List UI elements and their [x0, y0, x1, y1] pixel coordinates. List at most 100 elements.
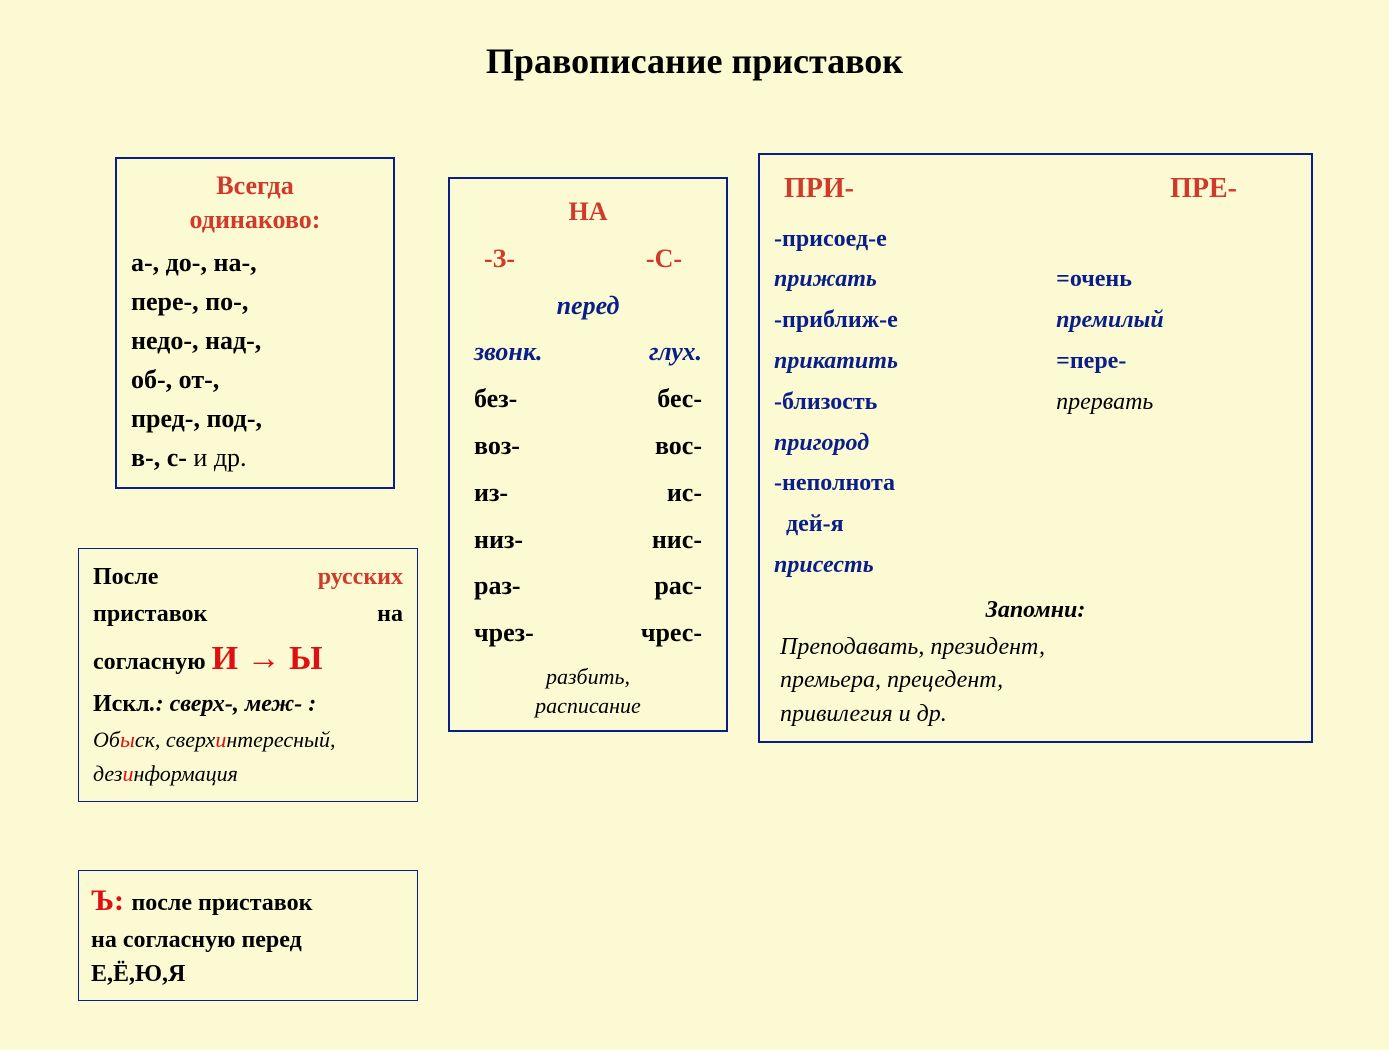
box4-pered: перед — [464, 283, 712, 330]
box-i-to-y: После русских приставок на согласную И →… — [78, 548, 418, 802]
box5-cell-left: -присоед-е — [774, 219, 1056, 260]
box2-line5: Обыск, сверхинтересный, — [93, 723, 403, 757]
box5-footer-l3: привилегия и др. — [780, 701, 947, 727]
box2-line6: дезинформация — [93, 757, 403, 791]
box5-cell-right — [1056, 545, 1287, 586]
box4-cell-left: воз- — [474, 423, 520, 470]
box4-s: -С- — [646, 236, 682, 283]
box5-row: прижать=очень — [774, 259, 1297, 300]
box4-zs: -З- -С- — [464, 236, 712, 283]
box5-cell-left: -приближ-е — [774, 300, 1056, 341]
box4-zvgl: звонк. глух. — [464, 329, 712, 376]
box5-cell-right — [1056, 504, 1287, 545]
box5-cell-right: =очень — [1056, 259, 1287, 300]
box3-line1: Ъ: после приставок — [91, 879, 405, 923]
box5-row: присесть — [774, 545, 1297, 586]
box2-l1a: После — [93, 559, 158, 596]
box5-cell-left: присесть — [774, 545, 1056, 586]
box2-l5d: и — [215, 727, 226, 752]
box4-row: низ-нис- — [464, 517, 712, 564]
box5-row: прикатить=пере- — [774, 341, 1297, 382]
box5-footer-l1: Преподавать, президент, — [780, 634, 1045, 660]
box4-zvonk: звонк. — [474, 329, 543, 376]
box4-cell-left: из- — [474, 470, 508, 517]
box2-l4a: Искл — [93, 691, 150, 717]
box2-line3: согласную И → Ы — [93, 633, 403, 686]
box2-line4: Искл.: сверх-, меж- : — [93, 686, 403, 723]
box3-l1a: Ъ: — [91, 884, 131, 917]
box4-footer: разбить, расписание — [464, 663, 712, 720]
box1-line3: недо-, над-, — [131, 321, 379, 360]
box2-l6b: и — [122, 761, 133, 786]
box4-header: НА — [464, 189, 712, 236]
box5-cell-left: -близость — [774, 382, 1056, 423]
box3-l1b: после приставок — [131, 890, 312, 916]
box5-cell-right: прервать — [1056, 382, 1287, 423]
box5-cell-right — [1056, 423, 1287, 464]
box4-cell-right: чрес- — [641, 610, 702, 657]
box4-row: без-бес- — [464, 376, 712, 423]
page-title: Правописание приставок — [80, 40, 1309, 82]
box5-row: -неполнота — [774, 463, 1297, 504]
box2-l4b: .: сверх-, меж- : — [150, 691, 317, 717]
box2-l3b: И → Ы — [212, 640, 323, 677]
box1-line6: в-, с- и др. — [131, 438, 379, 477]
box2-l3a: согласную — [93, 649, 212, 675]
box3-line2: на согласную перед — [91, 923, 405, 958]
box4-cell-right: вос- — [655, 423, 702, 470]
box5-row: пригород — [774, 423, 1297, 464]
box5-remember: Запомни: — [774, 590, 1297, 631]
box2-l2b: на — [377, 596, 403, 633]
box4-gluh: глух. — [649, 329, 702, 376]
box2-l2a: приставок — [93, 596, 207, 633]
box4-cell-left: без- — [474, 376, 517, 423]
box5-row: -приближ-епремилый — [774, 300, 1297, 341]
box5-cell-right — [1056, 463, 1287, 504]
box1-header-l2: одинаково: — [190, 205, 321, 234]
box1-line6a: в-, с- — [131, 443, 193, 472]
box3-line3: Е,Ё,Ю,Я — [91, 957, 405, 992]
box4-cell-right: нис- — [652, 517, 702, 564]
box5-footer: Преподавать, президент, премьера, прецед… — [774, 631, 1297, 732]
box1-line6b: и др. — [193, 443, 246, 472]
box2-l1b: русских — [318, 559, 403, 596]
box5-cell-left: прикатить — [774, 341, 1056, 382]
box2-l5b: ы — [120, 727, 135, 752]
box-always-same: Всегда одинаково: а-, до-, на-, пере-, п… — [115, 157, 395, 489]
box5-hdr-left: ПРИ- — [784, 165, 854, 213]
box2-l5a: Об — [93, 727, 120, 752]
box2-line2: приставок на — [93, 596, 403, 633]
box5-rows: -присоед-еприжать=очень-приближ-епремилы… — [774, 219, 1297, 586]
box4-cell-left: раз- — [474, 563, 521, 610]
box5-cell-left: прижать — [774, 259, 1056, 300]
box4-rows: без-бес-воз-вос-из-ис-низ-нис-раз-рас-чр… — [464, 376, 712, 657]
box4-row: из-ис- — [464, 470, 712, 517]
box5-row: дей-я — [774, 504, 1297, 545]
page-root: Правописание приставок Всегда одинаково:… — [0, 0, 1389, 1050]
box1-header-l1: Всегда — [216, 171, 293, 200]
box5-cell-left: -неполнота — [774, 463, 1056, 504]
box5-row: -близостьпрервать — [774, 382, 1297, 423]
box4-cell-left: низ- — [474, 517, 523, 564]
box5-cell-right: =пере- — [1056, 341, 1287, 382]
box1-line1: а-, до-, на-, — [131, 243, 379, 282]
box5-cell-right: премилый — [1056, 300, 1287, 341]
box2-l5c: ск, сверх — [135, 727, 215, 752]
box4-z: -З- — [484, 236, 515, 283]
box4-footer-l2: расписание — [535, 693, 641, 718]
box2-l6a: дез — [93, 761, 122, 786]
box5-row: -присоед-е — [774, 219, 1297, 260]
box1-line2: пере-, по-, — [131, 282, 379, 321]
box-pri-pre: ПРИ- ПРЕ- -присоед-еприжать=очень-прибли… — [758, 153, 1313, 743]
box5-cell-left: пригород — [774, 423, 1056, 464]
box5-footer-l2: премьера, прецедент, — [780, 667, 1003, 693]
box5-cell-right — [1056, 219, 1287, 260]
box2-l6c: нформация — [133, 761, 237, 786]
box4-footer-l1: разбить, — [546, 664, 630, 689]
box4-row: воз-вос- — [464, 423, 712, 470]
box4-row: раз-рас- — [464, 563, 712, 610]
box1-line5: пред-, под-, — [131, 399, 379, 438]
box5-header: ПРИ- ПРЕ- — [774, 165, 1297, 213]
box4-cell-left: чрез- — [474, 610, 534, 657]
box-z-s: НА -З- -С- перед звонк. глух. без-бес-во… — [448, 177, 728, 732]
